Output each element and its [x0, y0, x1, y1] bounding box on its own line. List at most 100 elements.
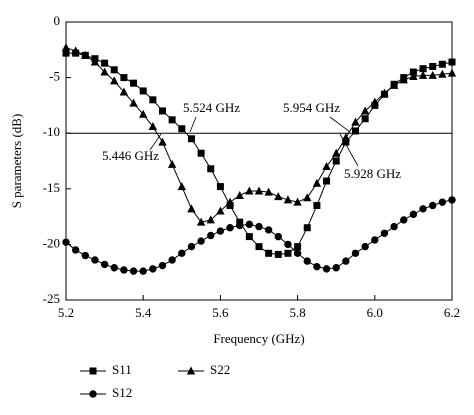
- marker-triangle: [283, 195, 293, 204]
- marker-triangle: [119, 87, 129, 96]
- marker-square: [323, 177, 331, 185]
- marker-triangle: [71, 46, 80, 55]
- marker-circle: [400, 216, 408, 224]
- x-tick-label: 6.2: [444, 305, 460, 320]
- series-line: [65, 199, 453, 272]
- marker-triangle: [312, 178, 322, 187]
- marker-triangle: [129, 98, 138, 107]
- marker-triangle: [332, 148, 341, 157]
- marker-triangle: [216, 206, 225, 215]
- legend-label: S22: [210, 362, 230, 377]
- marker-circle: [429, 201, 437, 210]
- plot-frame: [65, 21, 453, 301]
- marker-circle: [129, 267, 138, 275]
- marker-square: [419, 65, 427, 73]
- marker-circle: [110, 264, 118, 272]
- marker-circle: [245, 220, 254, 229]
- marker-triangle: [389, 80, 399, 89]
- marker-circle: [71, 246, 80, 254]
- marker-square: [139, 87, 147, 95]
- marker-square: [274, 250, 282, 258]
- marker-triangle: [254, 186, 264, 195]
- marker-circle: [226, 224, 234, 232]
- marker-circle: [274, 232, 282, 241]
- marker-circle: [264, 226, 273, 234]
- marker-square: [429, 62, 437, 70]
- marker-square: [149, 96, 157, 104]
- marker-circle: [380, 229, 389, 237]
- marker-circle: [81, 251, 90, 260]
- marker-circle: [178, 249, 186, 257]
- marker-circle: [332, 264, 340, 272]
- marker-square: [110, 66, 118, 74]
- marker-triangle: [206, 215, 215, 224]
- marker-triangle: [177, 182, 186, 191]
- marker-square: [303, 224, 311, 232]
- legend-marker: [186, 366, 196, 375]
- marker-triangle: [148, 122, 158, 131]
- marker-triangle: [264, 187, 273, 196]
- y-tick-label: -15: [43, 180, 60, 195]
- marker-circle: [168, 256, 176, 264]
- marker-circle: [371, 236, 379, 244]
- marker-square: [197, 149, 205, 157]
- marker-triangle: [293, 197, 302, 206]
- marker-triangle: [110, 76, 119, 85]
- marker-triangle: [158, 137, 167, 146]
- marker-circle: [197, 237, 205, 245]
- marker-triangle: [235, 190, 244, 199]
- marker-square: [255, 243, 263, 251]
- marker-circle: [62, 238, 70, 246]
- marker-triangle: [303, 193, 312, 202]
- marker-circle: [255, 222, 263, 231]
- marker-square: [101, 59, 109, 67]
- y-tick-label: -5: [49, 69, 60, 84]
- marker-circle: [322, 265, 331, 273]
- marker-circle: [390, 222, 398, 231]
- marker-circle: [187, 242, 196, 251]
- marker-circle: [100, 260, 109, 269]
- marker-square: [120, 74, 128, 82]
- marker-circle: [342, 257, 350, 265]
- marker-triangle: [167, 159, 177, 168]
- marker-circle: [361, 242, 369, 251]
- series-line: [65, 47, 453, 223]
- marker-circle: [313, 262, 321, 271]
- marker-triangle: [438, 69, 447, 78]
- x-tick-label: 5.6: [212, 305, 229, 320]
- marker-circle: [216, 227, 225, 235]
- marker-square: [332, 157, 340, 165]
- marker-square: [313, 201, 321, 209]
- marker-circle: [284, 240, 292, 249]
- marker-circle: [448, 196, 456, 204]
- marker-circle: [91, 256, 99, 264]
- annotation: 5.928 GHz: [344, 166, 401, 181]
- marker-square: [245, 233, 253, 241]
- marker-triangle: [447, 68, 457, 77]
- y-tick-label: -20: [43, 235, 60, 250]
- marker-triangle: [409, 71, 418, 80]
- marker-triangle: [351, 117, 360, 126]
- marker-square: [207, 165, 215, 173]
- marker-triangle: [428, 70, 437, 79]
- marker-square: [265, 249, 273, 257]
- legend-marker: [89, 367, 97, 375]
- x-tick-label: 5.4: [135, 305, 152, 320]
- marker-square: [342, 138, 350, 146]
- x-tick-label: 5.8: [289, 305, 305, 320]
- marker-circle: [293, 249, 302, 257]
- annotation: 5.446 GHz: [102, 148, 159, 163]
- marker-circle: [139, 267, 147, 275]
- marker-square: [216, 183, 224, 191]
- annotation: 5.954 GHz: [283, 100, 340, 115]
- legend-label: S12: [112, 385, 132, 400]
- marker-triangle: [274, 192, 283, 201]
- x-axis-label: Frequency (GHz): [213, 331, 304, 346]
- marker-triangle: [100, 67, 109, 76]
- marker-triangle: [322, 162, 331, 171]
- marker-triangle: [196, 217, 206, 226]
- marker-circle: [236, 221, 244, 230]
- marker-square: [159, 107, 166, 115]
- marker-square: [62, 49, 70, 57]
